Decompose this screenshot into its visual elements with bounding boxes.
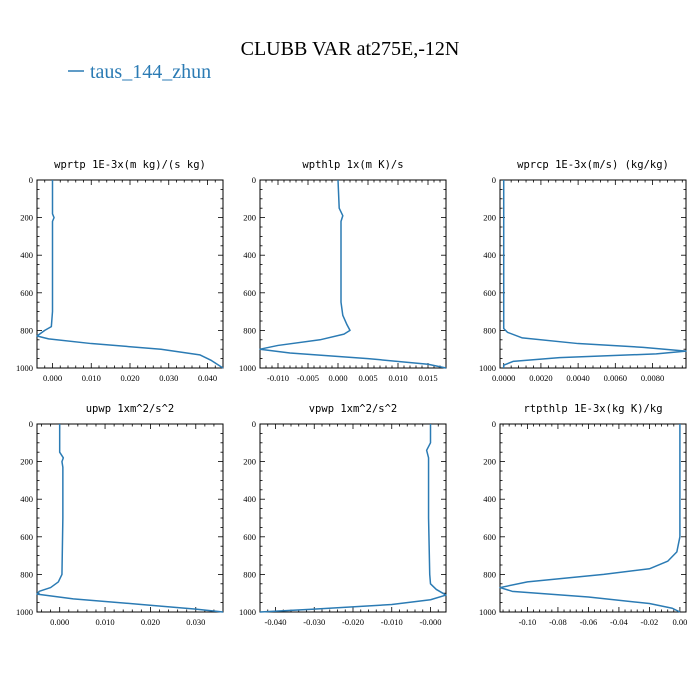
series-line [502,180,687,368]
x-tick-label: 0.0060 [604,373,627,383]
x-tick-label: -0.005 [297,373,319,383]
x-tick-label: -0.08 [549,617,567,627]
y-tick-label: 0 [29,175,33,185]
x-tick-label: 0.00 [672,617,687,627]
x-tick-label: 0.005 [358,373,377,383]
panel-1: wprtp 1E-3x(m kg)/(s kg) 0 200 400 600 800 100… [16,159,224,383]
panel-4: upwp 1xm^2/s^2 0 200 400 600 800 1000 0.000 0.01… [16,403,224,627]
series-line [259,424,447,613]
y-tick-label: 800 [243,325,256,335]
series-line [499,424,681,613]
x-tick-label: 0.000 [328,373,347,383]
y-tick-label: 600 [243,288,256,298]
plot-frame [259,423,447,613]
y-tick-label: 600 [483,532,496,542]
panel-title: rtpthlp 1E-3x(kg K)/kg [523,403,662,415]
y-tick-label: 800 [243,569,256,579]
y-tick-label: 1000 [16,363,33,373]
x-tick-label: 0.0080 [641,373,664,383]
y-tick-label: 600 [20,288,33,298]
figure-title: CLUBB VAR at275E,-12N [241,38,460,60]
x-tick-label: -0.06 [580,617,598,627]
y-tick-label: 400 [483,250,496,260]
y-tick-label: 400 [483,494,496,504]
series-line [36,180,224,369]
panel-title: wprcp 1E-3x(m/s) (kg/kg) [517,159,669,171]
y-tick-label: 0 [492,419,496,429]
series-line [36,424,224,613]
x-tick-label: 0.000 [43,373,62,383]
panel-5: vpwp 1xm^2/s^2 0 200 400 600 800 1000 -0.040 -0.… [239,403,447,627]
legend: taus_144_zhun [68,61,211,83]
x-tick-label: 0.0000 [492,373,515,383]
y-tick-label: 400 [20,250,33,260]
x-tick-label: -0.10 [519,617,537,627]
y-tick-label: 0 [252,175,256,185]
x-tick-label: 0.020 [120,373,139,383]
y-tick-label: 600 [20,532,33,542]
y-tick-label: 1000 [479,607,496,617]
x-tick-label: 0.000 [50,617,69,627]
series-line [259,179,447,369]
panel-2: wpthlp 1x(m K)/s 0 200 400 600 800 1000 -0.010-… [239,159,447,383]
plot-frame [259,179,447,369]
y-tick-label: 800 [20,569,33,579]
panel-title: upwp 1xm^2/s^2 [86,403,175,415]
panel-3: wprcp 1E-3x(m/s) (kg/kg) 0 200 400 600 800 100… [479,159,687,383]
y-tick-label: 800 [483,325,496,335]
plot-frame [36,423,224,613]
panel-title: vpwp 1xm^2/s^2 [309,403,398,415]
y-tick-label: 1000 [479,363,496,373]
y-tick-label: 1000 [239,363,256,373]
x-tick-label: 0.0040 [566,373,589,383]
panel-6: rtpthlp 1E-3x(kg K)/kg 0 200 400 600 800 1000 -… [479,403,687,627]
y-tick-label: 800 [483,569,496,579]
panel-title: wprtp 1E-3x(m kg)/(s kg) [54,159,206,171]
legend-label: taus_144_zhun [90,61,211,83]
y-tick-label: 0 [252,419,256,429]
x-tick-label: 0.030 [159,373,178,383]
y-tick-label: 200 [243,457,256,467]
y-tick-label: 600 [243,532,256,542]
plot-frame [499,423,687,613]
y-tick-label: 800 [20,325,33,335]
y-tick-label: 400 [243,494,256,504]
plot-frame [36,179,224,369]
x-tick-label: -0.04 [610,617,628,627]
x-tick-label: 0.0020 [529,373,552,383]
x-tick-label: -0.030 [303,617,325,627]
y-tick-label: 200 [483,213,496,223]
x-tick-label: 0.040 [198,373,217,383]
x-tick-label: -0.010 [381,617,403,627]
x-tick-label: 0.010 [388,373,407,383]
x-tick-label: 0.010 [95,617,114,627]
x-tick-label: -0.010 [267,373,289,383]
x-tick-label: -0.040 [265,617,287,627]
y-tick-label: 1000 [239,607,256,617]
x-tick-label: 0.030 [186,617,205,627]
y-tick-label: 400 [243,250,256,260]
y-tick-label: 400 [20,494,33,504]
y-tick-label: 200 [243,213,256,223]
y-tick-label: 1000 [16,607,33,617]
x-tick-label: -0.000 [420,617,442,627]
y-tick-label: 0 [492,175,496,185]
y-tick-label: 0 [29,419,33,429]
panel-title: wpthlp 1x(m K)/s [302,159,403,171]
y-tick-label: 200 [20,457,33,467]
y-tick-label: 600 [483,288,496,298]
x-tick-label: -0.02 [641,617,659,627]
x-tick-label: -0.020 [342,617,364,627]
y-tick-label: 200 [483,457,496,467]
panels: wprtp 1E-3x(m kg)/(s kg) 0 200 400 600 800 100… [16,159,687,627]
x-tick-label: 0.010 [82,373,101,383]
y-tick-label: 200 [20,213,33,223]
x-tick-label: 0.015 [418,373,437,383]
x-tick-label: 0.020 [141,617,160,627]
plot-frame [499,179,687,369]
